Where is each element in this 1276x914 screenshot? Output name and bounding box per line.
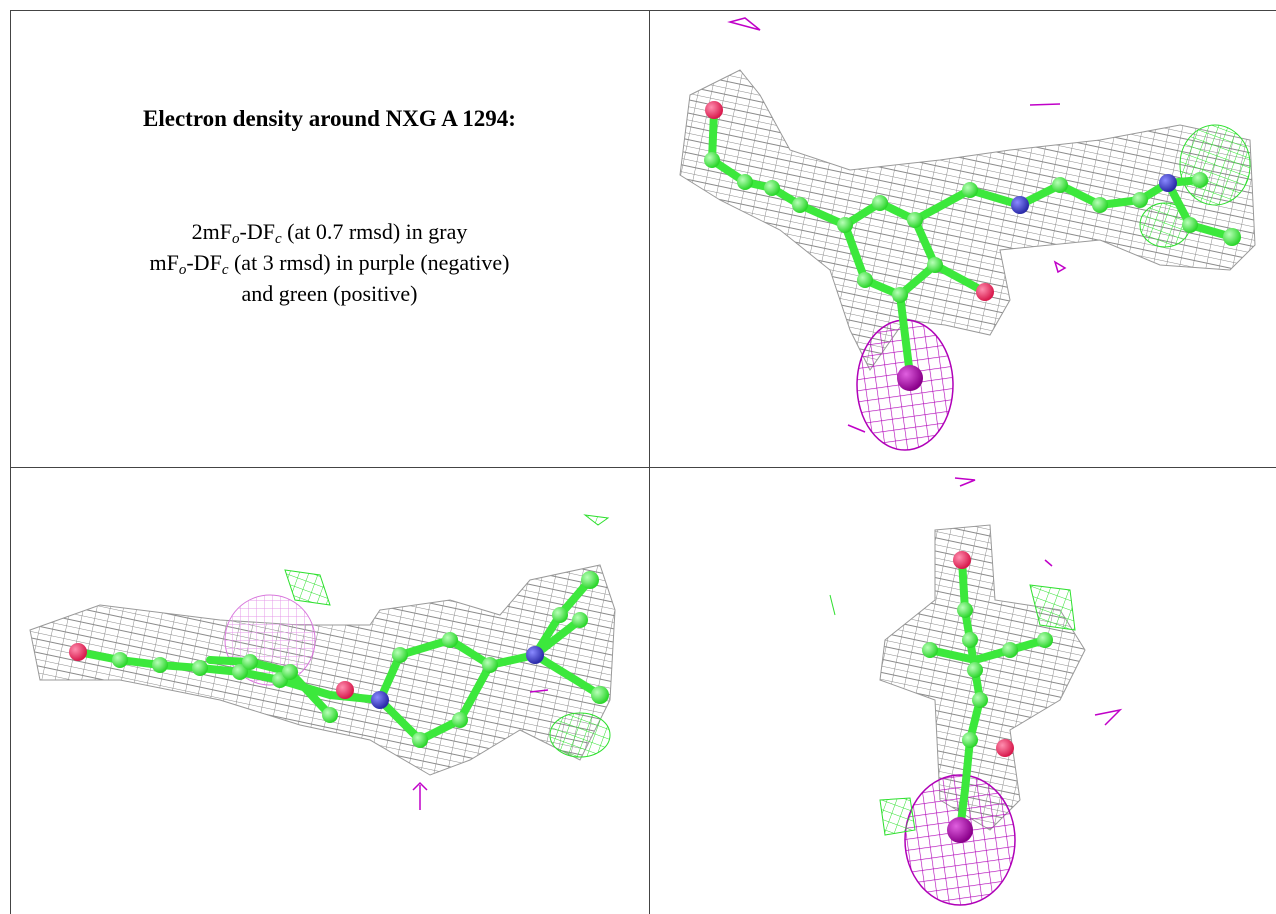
caption-cell: Electron density around NXG A 1294: 2mFo… xyxy=(11,11,648,466)
text: (at 3 rmsd) in purple (negative) xyxy=(228,250,509,275)
page: {"caption": {"title": "Electron density … xyxy=(0,0,1276,914)
text: mF xyxy=(150,250,179,275)
text: -DF xyxy=(240,219,275,244)
legend-line: and green (positive) xyxy=(11,278,648,309)
text: 2mF xyxy=(192,219,232,244)
density-view-1 xyxy=(680,18,1255,450)
legend-line: 2mFo-DFc (at 0.7 rmsd) in gray xyxy=(11,216,648,247)
subscript: c xyxy=(275,231,282,247)
density-view-2 xyxy=(30,515,615,810)
text: and green (positive) xyxy=(242,281,418,306)
density-view-3 xyxy=(830,478,1120,905)
subscript: o xyxy=(232,231,240,247)
text: (at 0.7 rmsd) in gray xyxy=(282,219,468,244)
text: -DF xyxy=(186,250,221,275)
caption-title: Electron density around NXG A 1294: xyxy=(11,106,648,132)
caption-legend: 2mFo-DFc (at 0.7 rmsd) in gray mFo-DFc (… xyxy=(11,216,648,309)
legend-line: mFo-DFc (at 3 rmsd) in purple (negative) xyxy=(11,247,648,278)
